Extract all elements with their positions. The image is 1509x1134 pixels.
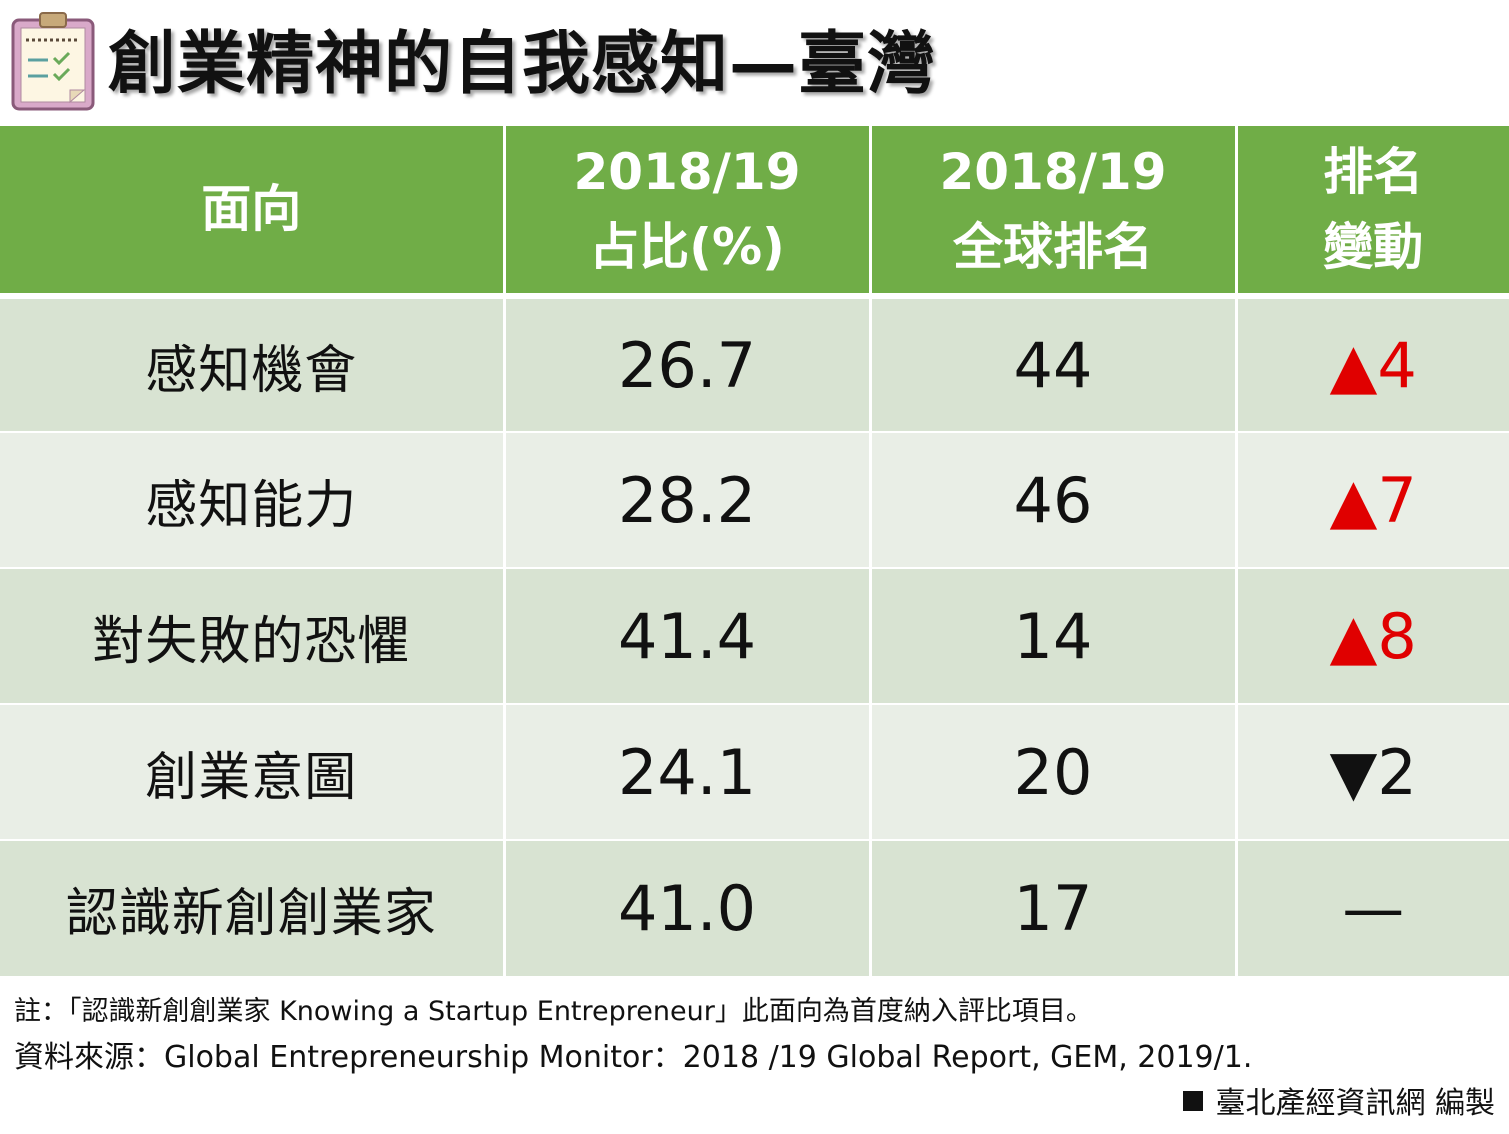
facet-cell: 感知機會 (0, 296, 506, 433)
header-facet: 面向 (0, 126, 506, 299)
data-table: 面向 2018/19 占比(%) 2018/19 全球排名 排名 變動 感知機會 (0, 126, 1509, 976)
rank-change-cell: ▲4 (1234, 296, 1509, 433)
table-row: 感知能力 28.2 46 ▲7 (0, 432, 1509, 569)
rank-cell: 17 (868, 840, 1238, 976)
header-rank-line1: 2018/19 (939, 142, 1167, 201)
facet-cell: 創業意圖 (0, 704, 506, 841)
rank-cell: 46 (868, 432, 1238, 569)
share-cell: 28.2 (502, 432, 872, 569)
table-row: 對失敗的恐懼 41.4 14 ▲8 (0, 568, 1509, 705)
footnote: 註：「認識新創創業家 Knowing a Startup Entrepreneu… (14, 996, 1093, 1027)
header-share: 2018/19 占比(%) (502, 126, 872, 299)
share-cell: 41.0 (502, 840, 872, 976)
facet-cell: 認識新創創業家 (0, 840, 506, 976)
credit-text: 臺北產經資訊網 編製 (1215, 1086, 1495, 1121)
header-rank-line2: 全球排名 (953, 217, 1153, 276)
header-change-line1: 排名 (1323, 142, 1424, 201)
page-title: 創業精神的自我感知—臺灣 (108, 25, 937, 104)
footer-notes: 註：「認識新創創業家 Knowing a Startup Entrepreneu… (14, 990, 1494, 1082)
rank-cell: 20 (868, 704, 1238, 841)
rank-change-cell: — (1234, 840, 1509, 976)
table-row: 感知機會 26.7 44 ▲4 (0, 296, 1509, 433)
rank-cell: 14 (868, 568, 1238, 705)
source-citation: 資料來源：Global Entrepreneurship Monitor：201… (14, 1040, 1253, 1075)
header-change: 排名 變動 (1234, 126, 1509, 299)
header-rank: 2018/19 全球排名 (868, 126, 1238, 299)
square-bullet-icon (1183, 1091, 1204, 1111)
header-share-line2: 占比(%) (589, 217, 785, 276)
rank-cell: 44 (868, 296, 1238, 433)
rank-change-cell: ▼2 (1234, 704, 1509, 841)
table-row: 創業意圖 24.1 20 ▼2 (0, 704, 1509, 841)
header-change-line2: 變動 (1323, 217, 1424, 276)
clipboard-checklist-icon (11, 12, 95, 111)
table-row: 認識新創創業家 41.0 17 — (0, 840, 1509, 976)
share-cell: 24.1 (502, 704, 872, 841)
facet-cell: 感知能力 (0, 432, 506, 569)
rank-change-cell: ▲7 (1234, 432, 1509, 569)
share-cell: 26.7 (502, 296, 872, 433)
title-bar: 創業精神的自我感知—臺灣 (0, 0, 1509, 122)
header-facet-line1: 面向 (201, 180, 302, 238)
rank-change-cell: ▲8 (1234, 568, 1509, 705)
data-table-container: 面向 2018/19 占比(%) 2018/19 全球排名 排名 變動 感知機會 (0, 126, 1509, 980)
table-header-row: 面向 2018/19 占比(%) 2018/19 全球排名 排名 變動 (0, 126, 1509, 299)
credit-line: 臺北產經資訊網 編製 (1183, 1082, 1495, 1126)
share-cell: 41.4 (502, 568, 872, 705)
facet-cell: 對失敗的恐懼 (0, 568, 506, 705)
header-share-line1: 2018/19 (573, 142, 801, 201)
